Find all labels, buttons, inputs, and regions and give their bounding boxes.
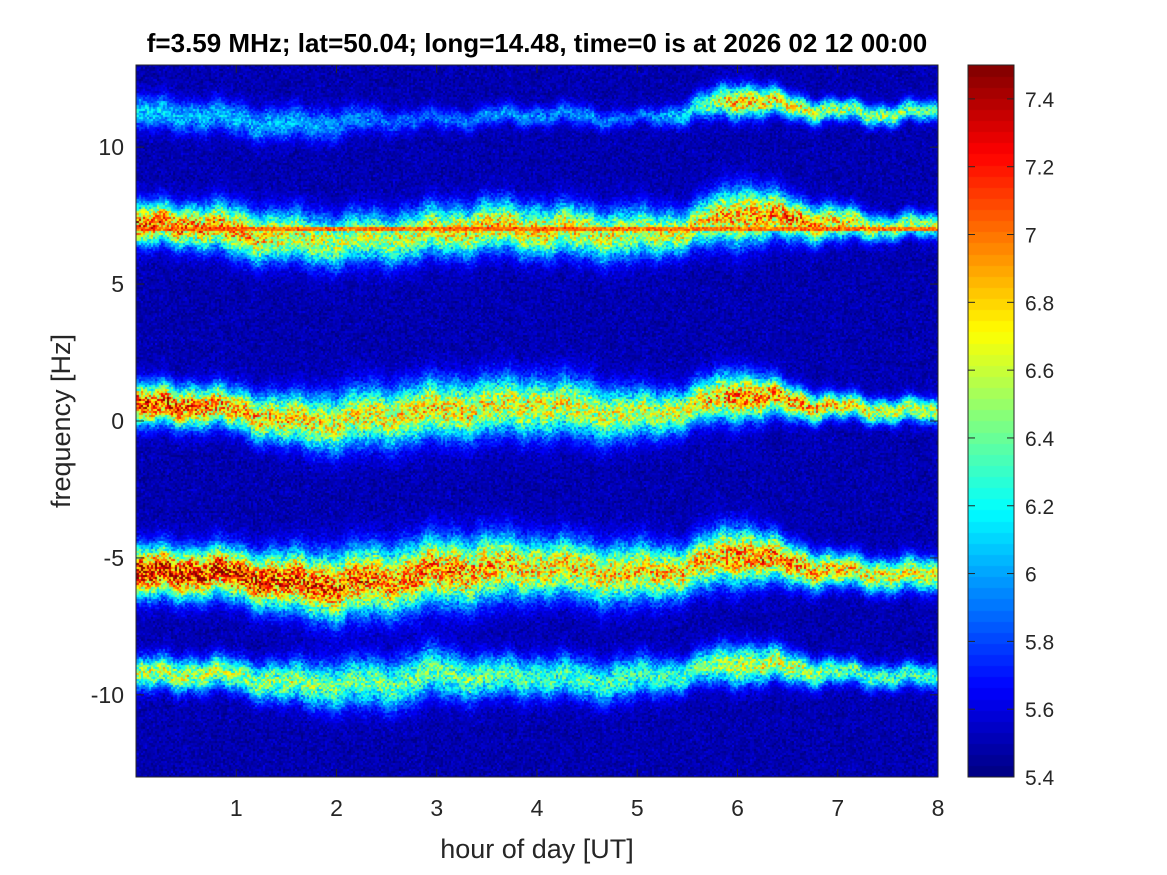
y-tick-label: 5: [111, 271, 124, 297]
x-tick-label: 2: [330, 795, 343, 821]
y-tick-label: -5: [104, 545, 124, 571]
y-tick-label: 10: [98, 134, 124, 160]
colorbar-tick-label: 5.6: [1025, 699, 1054, 722]
colorbar-frame: [967, 64, 1015, 778]
colorbar-ticks: 5.4 5.6 5.8 6 6.2 6.4 6.6 6.8 7 7.2 7.4: [968, 89, 1055, 790]
y-axis-ticks: -10 -5 0 5 10: [91, 134, 938, 708]
colorbar-tick-label: 7.4: [1025, 89, 1055, 112]
colorbar-tick-label: 6.2: [1025, 496, 1054, 519]
colorbar-gradient: [968, 65, 1014, 777]
y-axis-label: frequency [Hz]: [46, 334, 76, 508]
x-tick-label: 7: [831, 795, 844, 821]
colorbar-tick-label: 5.8: [1025, 631, 1054, 654]
x-tick-label: 3: [430, 795, 443, 821]
x-tick-label: 6: [731, 795, 744, 821]
colorbar-tick-label: 6.8: [1025, 292, 1054, 315]
x-axis-ticks: 1 2 3 4 5 6 7 8: [230, 65, 945, 821]
colorbar-tick-label: 7: [1025, 225, 1037, 248]
colorbar-tick-label: 6: [1025, 564, 1037, 587]
colorbar-tick-label: 6.6: [1025, 360, 1054, 383]
x-tick-label: 5: [631, 795, 644, 821]
spectrogram-canvas: [136, 65, 938, 777]
colorbar-tick-label: 7.2: [1025, 157, 1054, 180]
x-tick-label: 4: [531, 795, 544, 821]
colorbar-tick-label: 6.4: [1025, 428, 1055, 451]
chart-title: f=3.59 MHz; lat=50.04; long=14.48, time=…: [147, 28, 927, 58]
x-tick-label: 8: [932, 795, 945, 821]
y-tick-label: 0: [111, 408, 124, 434]
x-tick-label: 1: [230, 795, 243, 821]
x-axis-label: hour of day [UT]: [440, 834, 634, 864]
colorbar-tick-label: 5.4: [1025, 767, 1055, 790]
y-tick-label: -10: [91, 682, 124, 708]
